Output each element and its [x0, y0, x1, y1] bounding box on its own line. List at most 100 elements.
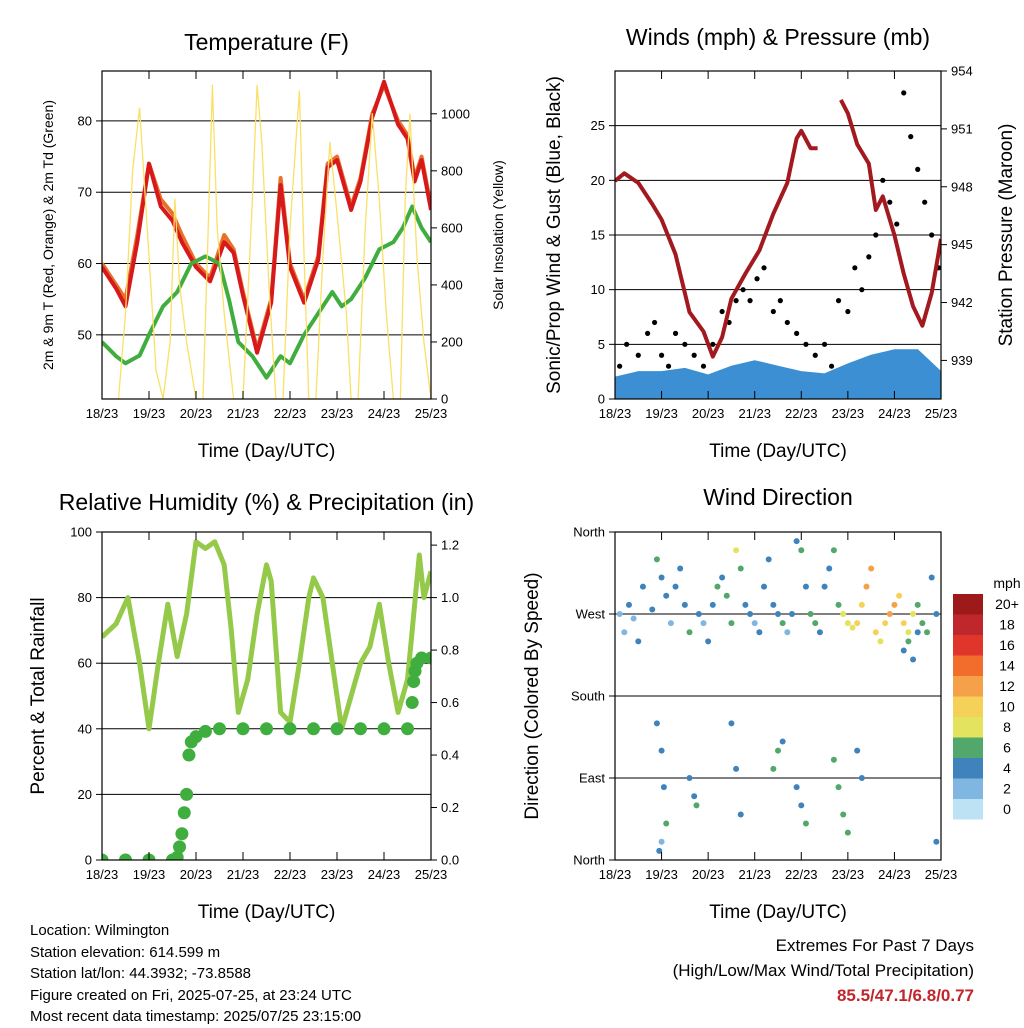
gust-point	[770, 308, 776, 315]
direction-point	[672, 583, 679, 590]
y-tick-label: 50	[78, 327, 92, 342]
station-latlon: Station lat/lon: 44.3932; -73.8588	[30, 965, 252, 982]
direction-point	[910, 611, 917, 617]
direction-point	[630, 615, 637, 622]
direction-point	[621, 629, 628, 636]
chart-2: 18/23 19/23 20/23 21/23 22/23 23/23 24/23 25/23…	[544, 24, 1017, 462]
direction-point	[660, 784, 667, 791]
gust-point	[754, 276, 760, 282]
y2-tick-label: 948	[951, 179, 973, 194]
precip-point	[119, 853, 132, 860]
direction-point	[625, 601, 632, 608]
plot-area	[616, 538, 940, 854]
precip-point	[236, 722, 250, 736]
direction-point	[705, 638, 712, 645]
direction-point	[691, 793, 698, 800]
direction-point	[802, 583, 809, 590]
y-axis-label: Direction (Colored By Speed)	[522, 572, 543, 819]
precip-point	[307, 722, 320, 736]
y2-tick-label: 0.0	[441, 853, 459, 868]
x-tick-label: 22/23	[274, 867, 307, 882]
direction-point	[770, 765, 777, 772]
gust-point	[761, 265, 767, 271]
chart-4: 18/23 19/23 20/23 21/23 22/23 23/23 24/23 25/23…	[522, 484, 1021, 923]
direction-point	[728, 720, 735, 727]
legend-label: 14	[999, 658, 1015, 674]
y-tick-label: 70	[78, 185, 92, 200]
chart-title: Relative Humidity (%) & Precipitation (i…	[59, 489, 474, 515]
gust-point	[866, 254, 872, 260]
direction-point	[761, 583, 768, 590]
legend-label: 4	[1003, 760, 1011, 776]
precip-point	[424, 651, 431, 665]
direction-point	[905, 629, 912, 636]
x-tick-label: 18/23	[599, 406, 632, 421]
precip-point	[175, 827, 189, 841]
direction-point	[775, 747, 781, 754]
precip-point	[198, 724, 212, 738]
direction-point	[756, 629, 763, 636]
x-tick-label: 24/23	[368, 406, 401, 421]
y-axis-label: 2m & 9m T (Red, Orange) & 2m Td (Green)	[40, 100, 56, 370]
direction-point	[765, 556, 772, 563]
gust-point	[645, 330, 651, 336]
direction-point	[928, 574, 935, 581]
direction-point	[816, 629, 823, 636]
x-tick-label: 25/23	[925, 867, 958, 882]
direction-point	[723, 592, 730, 599]
plot-area	[102, 539, 431, 860]
direction-point	[635, 638, 642, 645]
direction-point	[700, 620, 707, 627]
x-tick-label: 21/23	[738, 867, 771, 882]
x-tick-label: 25/23	[415, 406, 448, 421]
y-tick-label: 25	[591, 118, 605, 133]
direction-point	[877, 638, 884, 645]
y2-tick-label: 200	[441, 334, 463, 349]
gust-point	[617, 363, 623, 369]
direction-point	[933, 611, 940, 617]
y2-tick-label: 939	[951, 353, 973, 368]
x-tick-label: 18/23	[86, 867, 119, 882]
direction-point	[924, 629, 931, 636]
direction-point	[830, 547, 837, 554]
extremes-summary: Extremes For Past 7 Days (High/Low/Max W…	[673, 933, 974, 1008]
y-tick-label: 80	[78, 590, 92, 605]
direction-point	[840, 611, 847, 617]
gust-point	[812, 352, 818, 358]
direction-point	[863, 583, 870, 590]
gust-point	[691, 352, 697, 358]
gust-point	[665, 363, 672, 369]
direction-point	[747, 611, 754, 617]
y-tick-label: 100	[70, 525, 92, 540]
gust-point	[682, 341, 688, 347]
precip-point	[173, 840, 187, 854]
x-tick-label: 23/23	[321, 406, 354, 421]
x-tick-label: 18/23	[599, 867, 632, 882]
legend-swatch	[953, 696, 983, 717]
series-line-2	[839, 98, 941, 328]
legend-swatch	[953, 655, 983, 676]
x-tick-label: 23/23	[321, 867, 354, 882]
direction-point	[658, 574, 665, 581]
x-tick-label: 20/23	[180, 867, 213, 882]
gust-point	[794, 330, 800, 336]
direction-point	[849, 624, 856, 631]
gust-point	[828, 363, 835, 369]
gust-point	[710, 341, 716, 347]
y2-axis-label: Station Pressure (Maroon)	[996, 124, 1017, 347]
direction-point	[775, 611, 781, 617]
plot-area	[615, 90, 941, 399]
direction-point	[896, 592, 903, 599]
direction-point	[858, 601, 865, 608]
x-tick-label: 19/23	[645, 406, 678, 421]
direction-point	[639, 583, 646, 590]
direction-point	[844, 829, 851, 836]
precip-point	[213, 722, 226, 736]
gust-point	[859, 287, 865, 293]
x-tick-label: 20/23	[692, 406, 725, 421]
direction-point	[663, 820, 670, 827]
direction-point	[812, 620, 819, 627]
direction-point	[693, 802, 700, 809]
legend-label: 20+	[995, 596, 1019, 612]
gust-point	[700, 363, 707, 369]
